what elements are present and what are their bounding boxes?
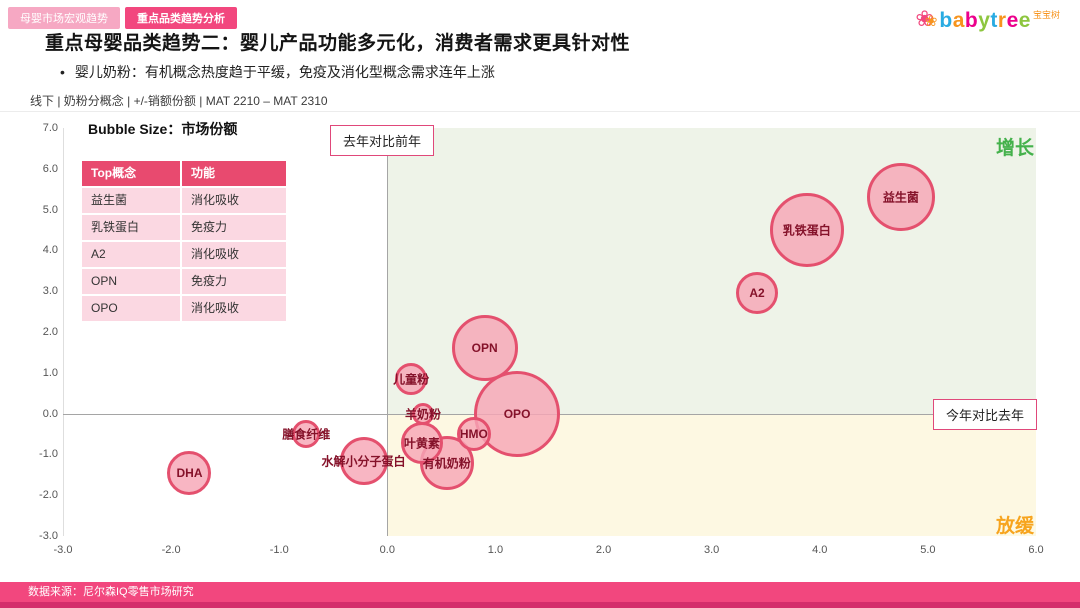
divider-line [0, 111, 1080, 112]
footer-bar: 数据来源：尼尔森IQ零售市场研究 [0, 582, 1080, 602]
top-tabs: 母婴市场宏观趋势 重点品类趋势分析 [8, 7, 237, 29]
tab-market-macro-trends[interactable]: 母婴市场宏观趋势 [8, 7, 120, 29]
chart-bubble [395, 362, 428, 395]
bubble-size-legend: Bubble Size：市场份额 [88, 121, 238, 137]
chart-meta-line: 线下 | 奶粉分概念 | +/-销额份额 | MAT 2210 – MAT 23… [30, 94, 328, 108]
y-tick-label: 6.0 [42, 162, 58, 175]
x-tick-label: 1.0 [487, 544, 504, 556]
table-row: A2 消化吸收 [82, 242, 286, 267]
x-tick-label: 4.0 [812, 544, 828, 556]
table-cell: OPO [82, 296, 180, 321]
table-cell: 乳铁蛋白 [82, 215, 180, 240]
y-tick-label: 4.0 [42, 244, 58, 257]
bubble-label: OPO [503, 406, 531, 421]
y-tick-label: -1.0 [39, 448, 58, 461]
y-tick-label: 7.0 [42, 122, 58, 134]
y-tick-label: 3.0 [42, 285, 58, 298]
y-tick-label: 1.0 [42, 366, 58, 379]
y-tick-label: 5.0 [42, 203, 58, 216]
flower-icon: ❀❀ [915, 6, 938, 31]
table-cell: 免疫力 [182, 269, 286, 294]
babytree-logo: ❀❀ babytree 宝宝树 [915, 6, 1060, 36]
table-cell: 消化吸收 [182, 188, 286, 213]
x-tick-label: 2.0 [595, 544, 612, 556]
y-tick-label: 2.0 [42, 326, 58, 338]
quadrant-label-growth: 增长 [995, 138, 1034, 159]
bubble-label: 益生菌 [882, 190, 919, 205]
table-cell: 消化吸收 [182, 242, 286, 267]
quadrant-label-slowdown: 放缓 [995, 516, 1034, 537]
x-tick-label: -3.0 [53, 544, 73, 556]
table-cell: 免疫力 [182, 215, 286, 240]
chart-bubble [167, 450, 212, 495]
logo-chinese-name: 宝宝树 [1032, 10, 1060, 20]
page-title: 重点母婴品类趋势二：婴儿产品功能多元化，消费者需求更具针对性 [45, 33, 631, 54]
y-tick-label: 0.0 [42, 407, 58, 420]
x-tick-label: 6.0 [1028, 544, 1044, 556]
tab-key-category-analysis[interactable]: 重点品类趋势分析 [125, 7, 237, 29]
chart-bubble [400, 421, 443, 464]
x-tick-label: 5.0 [920, 544, 936, 556]
table-row: OPN 免疫力 [82, 269, 286, 294]
table-cell: 益生菌 [82, 188, 180, 213]
subtitle-text: 婴儿奶粉：有机概念热度趋于平缓，免疫及消化型概念需求连年上涨 [74, 64, 495, 80]
table-header: 功能 [182, 161, 286, 186]
chart-bubble [339, 436, 388, 485]
footer-strip [0, 602, 1080, 608]
chart-bubble [292, 420, 321, 448]
table-row: 乳铁蛋白 免疫力 [82, 215, 286, 240]
data-source: 数据来源：尼尔森IQ零售市场研究 [28, 586, 194, 598]
bullet-dot: • [60, 64, 65, 80]
table-cell: A2 [82, 242, 180, 267]
chart-bubble [866, 163, 935, 232]
y-zero-line [387, 128, 389, 536]
x-tick-label: 0.0 [379, 544, 395, 556]
bubble-label: 叶黄素 [403, 436, 440, 451]
table-row: 益生菌 消化吸收 [82, 188, 286, 213]
annotation-last-vs-prev-year: 去年对比前年 [330, 125, 435, 156]
bubble-label: 羊奶粉 [404, 407, 442, 422]
bubble-label: 乳铁蛋白 [782, 223, 831, 238]
table-cell: 消化吸收 [182, 296, 286, 321]
x-tick-label: -2.0 [161, 544, 181, 556]
table-row: OPO 消化吸收 [82, 296, 286, 321]
bubble-label: 膳食纤维 [282, 427, 331, 442]
top-concepts-table: Top概念 功能 益生菌 消化吸收 乳铁蛋白 免疫力 A2 消化吸收 OPN 免疫力 OPO 消化吸收 [82, 161, 286, 323]
y-tick-label: -2.0 [39, 489, 58, 502]
bubble-label: HMO [459, 427, 488, 441]
subtitle-bullet: • 婴儿奶粉：有机概念热度趋于平缓，免疫及消化型概念需求连年上涨 [60, 62, 495, 82]
chart-bubble [456, 417, 491, 451]
table-cell: OPN [82, 269, 180, 294]
chart-bubble [736, 272, 779, 315]
bubble-label: DHA [176, 465, 203, 480]
bubble-label: 儿童粉 [393, 372, 430, 387]
chart-bubble [412, 403, 434, 426]
bubble-label: A2 [749, 286, 765, 301]
bubble-label: OPN [471, 340, 498, 355]
chart-bubble [769, 193, 844, 267]
y-axis-line [63, 128, 64, 536]
bubble-label: 水解小分子蛋白 [321, 454, 406, 469]
x-tick-label: -1.0 [269, 544, 289, 556]
logo-wordmark: babytree [939, 9, 1031, 32]
chart-bubble [474, 370, 561, 457]
chart-bubble [451, 314, 518, 381]
table-header: Top概念 [82, 161, 180, 186]
x-tick-label: 3.0 [704, 544, 720, 556]
bubble-label: 有机奶粉 [422, 456, 471, 471]
y-tick-label: -3.0 [39, 530, 58, 542]
annotation-this-vs-last-year: 今年对比去年 [933, 399, 1038, 430]
bubble-chart: Bubble Size：市场份额 去年对比前年 今年对比去年 增长 放缓 Top… [30, 113, 1050, 565]
